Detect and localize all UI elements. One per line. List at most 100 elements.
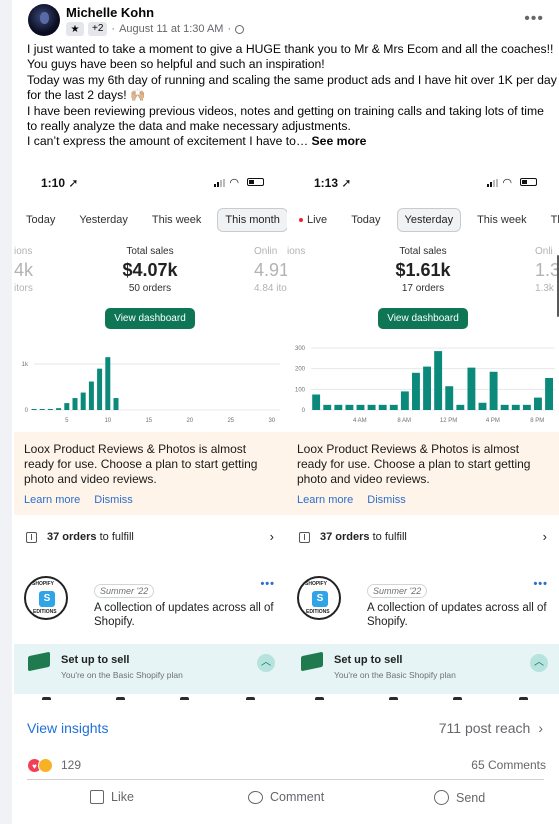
store-icon[interactable] xyxy=(519,697,528,700)
battery-icon xyxy=(520,178,537,186)
post-line: You guys have been so helpful and such a… xyxy=(27,57,325,72)
x-tick-label: 5 xyxy=(65,418,69,424)
author-name[interactable]: Michelle Kohn xyxy=(66,5,155,20)
orders-icon[interactable] xyxy=(116,697,125,700)
edition-description: A collection of updates across all of Sh… xyxy=(94,602,274,628)
x-tick-label: 4 AM xyxy=(353,418,367,424)
setup-title: Set up to sell xyxy=(334,654,403,666)
date-tabs: Today Yesterday This week This month xyxy=(18,208,287,232)
tab-yesterday[interactable]: Yesterday xyxy=(396,208,462,232)
x-tick-label: 10 xyxy=(104,418,111,424)
orders-icon[interactable] xyxy=(389,697,398,700)
chart-bar xyxy=(56,408,62,410)
comments-count[interactable]: 65 Comments xyxy=(471,758,546,772)
chevron-right-icon: › xyxy=(538,720,543,736)
chevron-up-icon[interactable]: ︿ xyxy=(257,654,275,672)
chart-bar xyxy=(412,372,420,410)
tab-today[interactable]: Today xyxy=(26,214,56,226)
setup-card[interactable]: Set up to sell You're on the Basic Shopi… xyxy=(287,644,559,694)
chart-bar xyxy=(367,404,376,410)
metric-total-sales[interactable]: Total sales $1.61k 17 orders xyxy=(373,246,473,294)
dismiss-link[interactable]: Dismiss xyxy=(94,494,133,506)
store-icon[interactable] xyxy=(246,697,255,700)
orders-to-fulfill-row[interactable]: 37 orders to fulfill › xyxy=(14,526,287,556)
x-tick-label: 15 xyxy=(145,418,152,424)
post-actions: Like Comment Send xyxy=(12,784,559,812)
chart-bar xyxy=(445,386,454,410)
like-button[interactable]: Like xyxy=(90,790,134,804)
chart-bar xyxy=(72,398,78,410)
chart-bar xyxy=(389,404,398,410)
chevron-right-icon: › xyxy=(542,529,547,544)
send-button[interactable]: Send xyxy=(434,790,485,805)
badges-more[interactable]: +2 xyxy=(88,22,108,36)
chevron-right-icon: › xyxy=(269,529,274,544)
chevron-up-icon[interactable]: ︿ xyxy=(530,654,548,672)
reactions[interactable]: ♥ 129 xyxy=(27,757,81,773)
care-reaction-icon xyxy=(38,757,53,773)
dismiss-link[interactable]: Dismiss xyxy=(367,494,406,506)
metric-online: Onlin 4.⁠917 4.84 itors xyxy=(254,246,287,294)
chart-bar xyxy=(312,394,321,410)
post-timestamp[interactable]: August 11 at 1:30 AM xyxy=(119,23,224,35)
author-avatar[interactable] xyxy=(28,4,60,36)
chart-bar xyxy=(467,367,476,410)
comment-button[interactable]: Comment xyxy=(248,790,324,804)
tab-this-month[interactable]: This month xyxy=(217,208,287,232)
x-tick-label: 25 xyxy=(227,418,234,424)
tab-this-month[interactable]: Thi xyxy=(550,214,559,226)
status-time: 1:10 ➚ xyxy=(41,176,79,190)
flag-icon xyxy=(28,651,50,672)
shopify-editions-seal: SHOPIFY EDITIONS S xyxy=(24,576,68,620)
globe-icon xyxy=(235,24,245,34)
metric-online: Onli 1.3 1.3k xyxy=(535,246,559,294)
facebook-post: Michelle Kohn ★ +2 · August 11 at 1:30 A… xyxy=(12,0,559,824)
home-icon[interactable] xyxy=(315,697,324,700)
see-more-link[interactable]: See more xyxy=(311,134,367,149)
signal-icon xyxy=(487,179,499,187)
more-options-icon[interactable]: ••• xyxy=(260,578,275,590)
view-dashboard-button[interactable]: View dashboard xyxy=(378,308,468,329)
banner-message: Loox Product Reviews & Photos is almost … xyxy=(24,442,258,486)
y-tick-label: 100 xyxy=(295,387,306,393)
more-options-icon[interactable]: ••• xyxy=(524,10,544,27)
wifi-icon: ◠ xyxy=(230,177,239,189)
products-icon[interactable] xyxy=(180,697,189,700)
more-options-icon[interactable]: ••• xyxy=(533,578,548,590)
chart-bar xyxy=(534,397,542,410)
screenshot-right[interactable]: 1:13 ➚ ◠ Live Today Yesterday This week … xyxy=(287,168,559,700)
chart-bar xyxy=(378,404,387,410)
metric-total-sales[interactable]: Total sales $4.07k 50 orders xyxy=(100,246,200,294)
tab-today[interactable]: Today xyxy=(351,214,381,226)
setup-subtitle: You're on the Basic Shopify plan xyxy=(334,670,456,680)
tab-this-week[interactable]: This week xyxy=(151,214,202,226)
learn-more-link[interactable]: Learn more xyxy=(297,494,354,506)
status-bar: 1:10 ➚ ◠ xyxy=(14,168,287,198)
setup-card[interactable]: Set up to sell You're on the Basic Shopi… xyxy=(14,644,287,694)
post-line: I just wanted to take a moment to give a… xyxy=(27,42,554,56)
edition-pill: Summer '22 xyxy=(94,584,155,598)
view-dashboard-button[interactable]: View dashboard xyxy=(105,308,195,329)
orders-to-fulfill-row[interactable]: 37 orders to fulfill › xyxy=(287,526,559,556)
flag-icon xyxy=(301,651,323,672)
scrollbar-thumb[interactable] xyxy=(557,255,559,317)
view-insights-link[interactable]: View insights xyxy=(27,720,109,736)
tab-this-week[interactable]: This week xyxy=(477,214,527,226)
post-reach[interactable]: 711 post reach › xyxy=(438,720,543,736)
chart-bar xyxy=(522,404,531,410)
post-header: Michelle Kohn ★ +2 · August 11 at 1:30 A… xyxy=(28,4,548,38)
x-tick-label: 8 AM xyxy=(397,418,411,424)
screenshot-left[interactable]: 1:10 ➚ ◠ Today Yesterday This week This … xyxy=(14,168,287,700)
home-icon[interactable] xyxy=(42,697,51,700)
y-tick-label: 200 xyxy=(295,367,306,373)
tab-live[interactable]: Live xyxy=(291,208,335,232)
editions-card[interactable]: SHOPIFY EDITIONS S Summer '22 A collecti… xyxy=(287,570,559,636)
chart-bar xyxy=(47,409,53,410)
loox-banner: Loox Product Reviews & Photos is almost … xyxy=(287,432,559,515)
learn-more-link[interactable]: Learn more xyxy=(24,494,81,506)
tab-yesterday[interactable]: Yesterday xyxy=(79,214,128,226)
editions-card[interactable]: SHOPIFY EDITIONS S Summer '22 A collecti… xyxy=(14,570,287,636)
chart-bar xyxy=(334,404,343,410)
products-icon[interactable] xyxy=(453,697,462,700)
star-badge-icon[interactable]: ★ xyxy=(66,22,84,36)
